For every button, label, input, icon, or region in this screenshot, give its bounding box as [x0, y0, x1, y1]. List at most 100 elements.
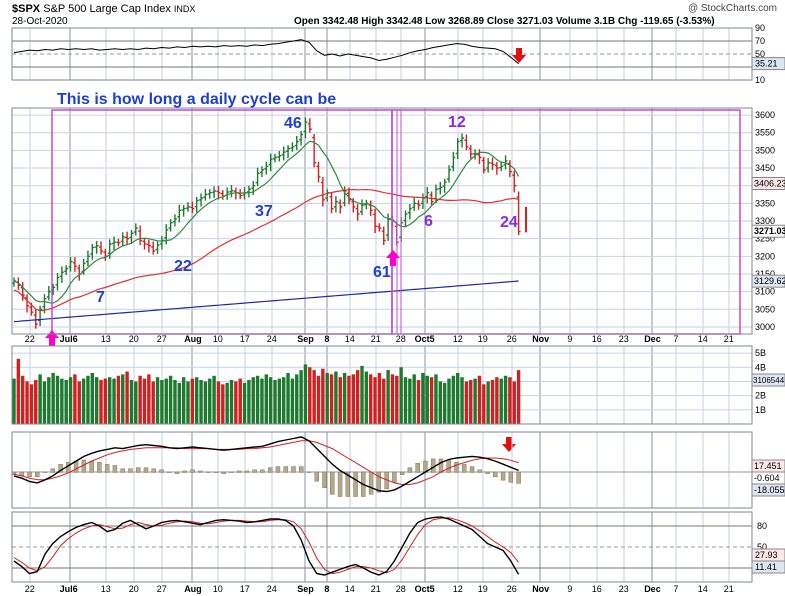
x-tick-label: 21 [724, 334, 734, 344]
volume-bar [216, 381, 221, 424]
x-tick-label: 9 [567, 334, 572, 344]
bottom-x-tick-label: 23 [619, 584, 629, 594]
date-label: 28-Oct-2020 [12, 16, 68, 27]
bottom-x-tick-label: Jul6 [60, 584, 78, 594]
volume-tick-label: 5B [755, 348, 766, 358]
price-tick-label: 3050 [755, 304, 775, 314]
price-tick-label: 3250 [755, 234, 775, 244]
volume-bar [225, 382, 229, 424]
cycle-box-2 [391, 109, 741, 335]
cycle-count-label: 46 [284, 115, 302, 132]
x-tick-label: Jul6 [60, 334, 78, 344]
volume-bar [99, 380, 103, 424]
volume-bar [412, 374, 416, 424]
volume-frame [11, 345, 753, 425]
macd-histogram-bar [454, 461, 459, 473]
volume-bar [29, 384, 34, 424]
volume-bar [386, 370, 390, 424]
volume-bar [382, 378, 386, 424]
macd-histogram-bar [42, 471, 48, 473]
volume-bar [221, 384, 225, 424]
volume-bar [16, 358, 21, 424]
volume-bar [73, 374, 77, 424]
macd-histogram-bar [159, 469, 164, 473]
macd-frame [11, 431, 753, 509]
macd-histogram-bar [337, 471, 343, 497]
volume-bar [395, 375, 399, 424]
volume-bar [438, 381, 442, 424]
bottom-x-tick-label: 13 [101, 584, 111, 594]
volume-bar [403, 377, 408, 424]
cycle-count-label: 61 [373, 264, 391, 281]
cycle-count-label: 6 [424, 213, 433, 230]
macd-histogram-bar [283, 466, 288, 473]
volume-bar [142, 378, 147, 424]
rsi-frame [11, 27, 753, 81]
volume-bar [251, 377, 255, 424]
macd-histogram-bar [35, 471, 40, 478]
bottom-x-tick-label: 10 [213, 584, 223, 594]
x-tick-label: Aug [184, 334, 202, 344]
volume-bar [334, 371, 338, 424]
x-tick-label: 10 [213, 334, 223, 344]
volume-bar [94, 377, 99, 424]
index-name: S&P 500 Large Cap Index [43, 3, 171, 15]
macd-histogram-bar [190, 469, 195, 473]
volume-tick-label: 1B [755, 405, 766, 415]
volume-tick-label: 4B [755, 362, 766, 372]
cycle-count-label: 12 [448, 114, 466, 131]
stochastic-value-label: 27.93 [755, 550, 778, 560]
macd-histogram-bar [97, 461, 102, 473]
volume-bar [460, 377, 464, 424]
macd-histogram-bar [345, 471, 351, 497]
macd-histogram-bar [174, 471, 180, 474]
x-tick-label: Oct5 [415, 334, 435, 344]
macd-histogram-bar [368, 471, 374, 495]
volume-bar [255, 375, 260, 424]
bottom-x-tick-label: 14 [698, 584, 708, 594]
volume-bar [25, 381, 29, 424]
volume-bar [416, 380, 421, 424]
volume-bar [195, 377, 199, 424]
x-tick-label: 16 [592, 334, 602, 344]
volume-bar [21, 375, 25, 424]
macd-histogram-bar [477, 469, 482, 473]
macd-histogram-bar [500, 471, 506, 481]
rsi-line [13, 39, 519, 65]
volume-bar [473, 378, 477, 424]
volume-bar [321, 368, 325, 424]
volume-bar [351, 374, 355, 424]
volume-bar [434, 374, 438, 424]
volume-bar [447, 378, 451, 424]
macd-histogram-bar [299, 466, 304, 473]
volume-bar [490, 380, 495, 424]
macd-histogram-bar [198, 470, 203, 473]
volume-bar [273, 380, 277, 424]
volume-bar [155, 377, 160, 424]
macd-histogram-bar [244, 470, 250, 473]
volume-bar [373, 377, 377, 424]
x-tick-label: Sep [297, 334, 314, 344]
x-tick-label: 19 [478, 334, 488, 344]
volume-bar [129, 380, 134, 424]
volume-bar [242, 382, 247, 424]
x-tick-label: 23 [619, 334, 629, 344]
x-tick-label: 28 [396, 334, 406, 344]
macd-histogram-bar [182, 470, 187, 473]
volume-bar [477, 375, 482, 424]
rsi-tick-label: 10 [755, 75, 765, 85]
macd-histogram-bar [167, 471, 172, 473]
bottom-x-tick-label: 12 [453, 584, 463, 594]
exchange: INDX [173, 4, 196, 14]
volume-bar [64, 380, 68, 424]
volume-bar [208, 378, 212, 424]
volume-bar [151, 381, 155, 424]
bottom-x-tick-label: Aug [184, 584, 202, 594]
volume-bar [42, 381, 47, 424]
bottom-x-tick-label: 26 [507, 584, 517, 594]
x-tick-label: 7 [673, 334, 678, 344]
macd-histogram-bar [89, 460, 94, 473]
macd-histogram-bar [407, 467, 413, 473]
price-tick-label: 3450 [755, 163, 775, 173]
